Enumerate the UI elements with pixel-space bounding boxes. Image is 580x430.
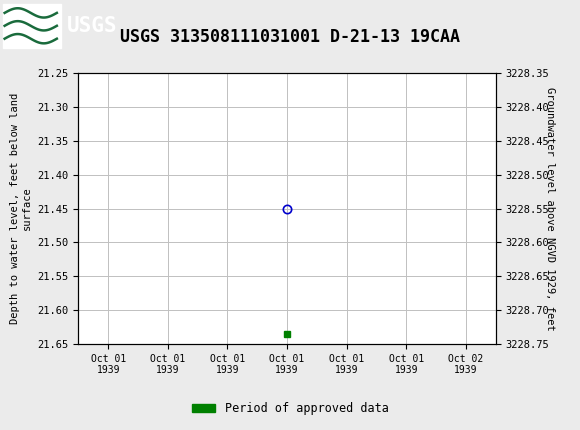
Text: USGS: USGS bbox=[67, 16, 117, 36]
Legend: Period of approved data: Period of approved data bbox=[187, 397, 393, 420]
Bar bbox=[3, 3, 61, 48]
Y-axis label: Depth to water level, feet below land
surface: Depth to water level, feet below land su… bbox=[10, 93, 32, 324]
Y-axis label: Groundwater level above NGVD 1929, feet: Groundwater level above NGVD 1929, feet bbox=[545, 87, 555, 330]
Text: USGS 313508111031001 D-21-13 19CAA: USGS 313508111031001 D-21-13 19CAA bbox=[120, 28, 460, 46]
